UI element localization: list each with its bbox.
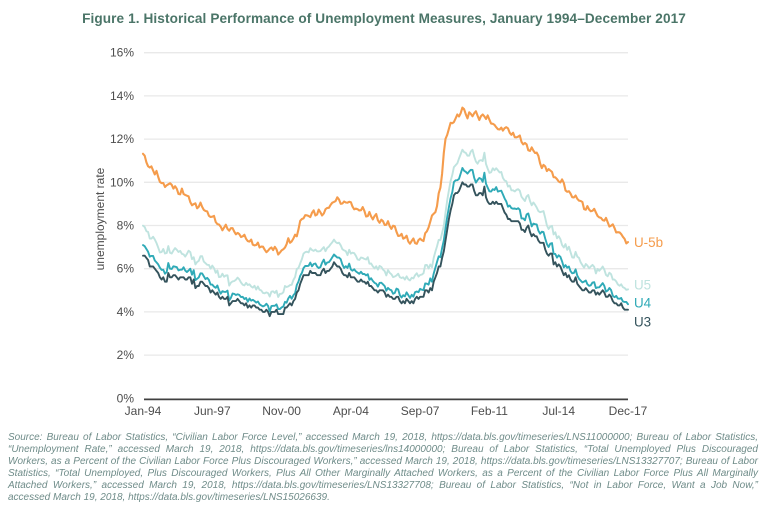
svg-text:14%: 14%: [110, 89, 134, 103]
svg-text:U5: U5: [634, 278, 651, 293]
svg-text:U-5b: U-5b: [634, 235, 663, 250]
svg-text:U4: U4: [634, 296, 652, 311]
svg-text:Feb-11: Feb-11: [471, 404, 508, 418]
svg-text:unemployment rate: unemployment rate: [93, 167, 107, 270]
svg-text:Jun-97: Jun-97: [194, 404, 231, 418]
svg-text:8%: 8%: [117, 219, 135, 233]
svg-text:16%: 16%: [110, 46, 134, 60]
svg-text:2%: 2%: [117, 348, 135, 362]
svg-text:Nov-00: Nov-00: [262, 404, 301, 418]
svg-text:4%: 4%: [117, 305, 135, 319]
svg-text:U3: U3: [634, 315, 651, 330]
svg-text:Sep-07: Sep-07: [401, 404, 440, 418]
svg-text:6%: 6%: [117, 262, 135, 276]
svg-text:0%: 0%: [117, 391, 135, 405]
svg-text:Jul-14: Jul-14: [542, 404, 575, 418]
svg-text:Dec-17: Dec-17: [609, 404, 648, 418]
svg-text:Jan-94: Jan-94: [125, 404, 162, 418]
svg-text:10%: 10%: [110, 175, 134, 189]
svg-text:12%: 12%: [110, 132, 134, 146]
svg-text:Apr-04: Apr-04: [333, 404, 369, 418]
